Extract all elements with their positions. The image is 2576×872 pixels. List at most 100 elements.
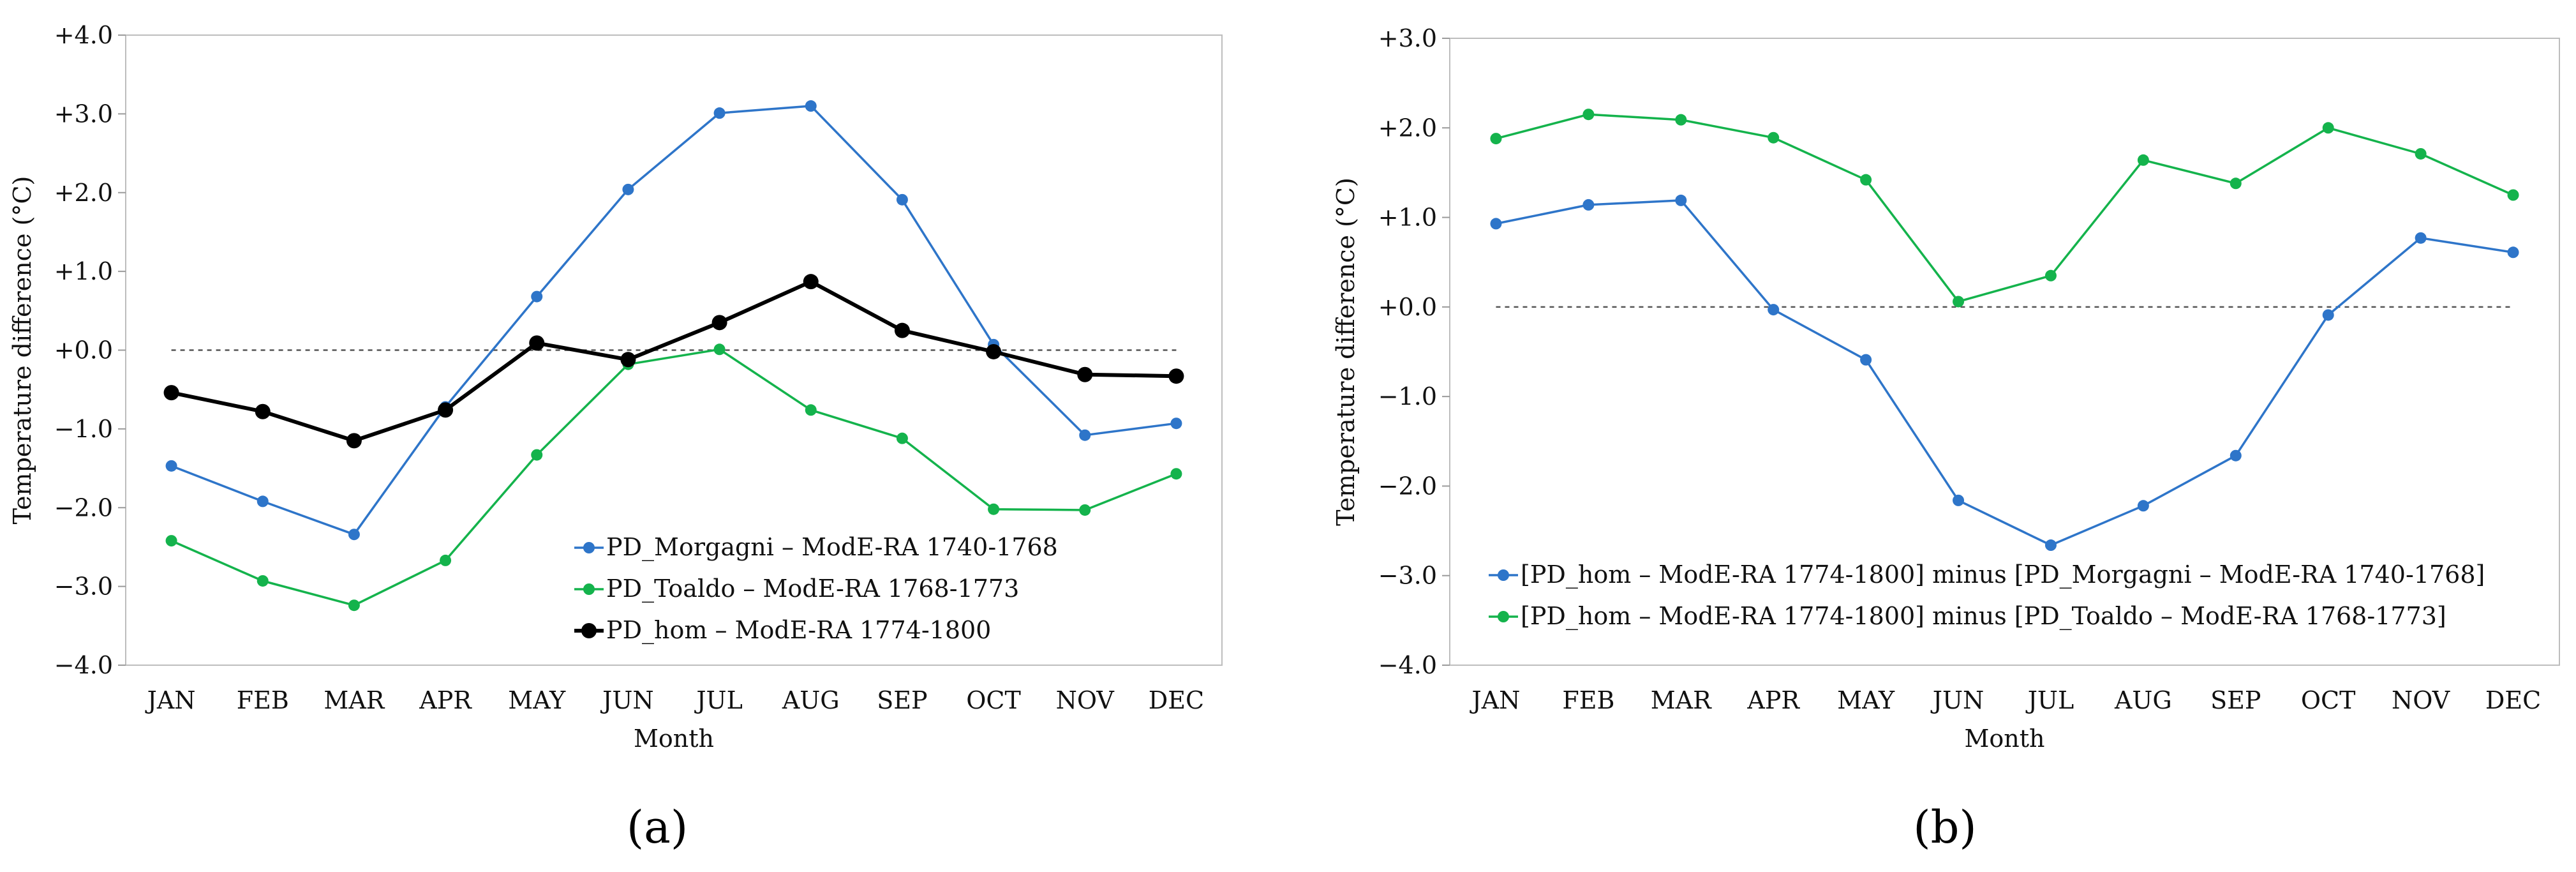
x-tick-label: JAN (1469, 686, 1520, 714)
x-tick-label: NOV (2392, 686, 2450, 714)
y-tick-label: −4.0 (1378, 651, 1437, 679)
x-tick-label: MAY (508, 686, 566, 714)
data-point (1953, 296, 1965, 308)
data-point (531, 449, 543, 461)
x-tick-label: JUL (2025, 686, 2074, 714)
data-point (896, 432, 908, 444)
x-tick-label: APR (419, 686, 472, 714)
data-point (1675, 194, 1687, 206)
chart-panel-b: +3.0 +2.0 +1.0 +0.0 −1.0 −2.0 −3.0 −4.0 JAN FEB MA… (1332, 24, 2560, 853)
data-point (1490, 133, 1502, 145)
data-point (2044, 269, 2057, 282)
y-tick-label: +0.0 (54, 336, 113, 365)
legend-entry-label: PD_Morgagni – ModE-RA 1740-1768 (606, 533, 1058, 562)
data-point (2322, 309, 2334, 321)
y-tick-label: −2.0 (1378, 472, 1437, 500)
legend-swatch-marker (1498, 611, 1509, 622)
data-point (257, 575, 269, 587)
y-tick-label: −3.0 (54, 573, 113, 601)
data-point (896, 193, 908, 206)
data-point (163, 385, 179, 401)
y-tick-label: −4.0 (54, 651, 113, 679)
x-tick-label: MAR (1651, 686, 1712, 714)
data-point (1860, 174, 1872, 186)
series-line-2 (1496, 113, 2514, 303)
x-tick-label: AUG (2114, 686, 2172, 714)
legend-entry-label: [PD_hom – ModE-RA 1774-1800] minus [PD_T… (1521, 602, 2446, 631)
data-point (1079, 504, 1091, 516)
y-tick-label: −2.0 (54, 493, 113, 522)
y-tick-label: +2.0 (1378, 114, 1437, 142)
data-point (2507, 246, 2519, 259)
data-point (257, 495, 269, 507)
x-tick-label: DEC (1149, 686, 1204, 714)
legend-swatch-marker (583, 542, 595, 553)
data-point (894, 322, 910, 338)
data-point (348, 599, 360, 612)
legend-swatch-marker (1498, 569, 1509, 581)
x-tick-label: OCT (2301, 686, 2356, 714)
x-tick-label: FEB (237, 686, 289, 714)
x-tick-label: SEP (2210, 686, 2261, 714)
data-point (1768, 304, 1780, 316)
y-tick-label: +2.0 (54, 179, 113, 207)
data-point (1077, 366, 1093, 382)
data-point (713, 107, 726, 119)
x-tick-label: NOV (1056, 686, 1115, 714)
data-point (1582, 109, 1595, 121)
x-tick-label: JAN (145, 686, 196, 714)
data-point (988, 503, 1000, 515)
data-point (346, 433, 362, 449)
x-tick-label: SEP (877, 686, 927, 714)
data-point (2507, 189, 2519, 201)
data-point (805, 404, 817, 416)
data-point (1768, 132, 1780, 144)
panel-label: (a) (627, 801, 688, 853)
series-line-2 (170, 348, 1177, 606)
data-point (2044, 539, 2057, 552)
data-point (1168, 368, 1184, 384)
series-line-3 (170, 280, 1177, 443)
y-tick-label: −3.0 (1378, 562, 1437, 590)
data-point (1170, 468, 1182, 480)
data-point (713, 343, 726, 356)
x-tick-label: OCT (966, 686, 1021, 714)
data-point (2415, 147, 2427, 160)
plot-area-frame (1449, 38, 2560, 666)
data-point (2137, 500, 2149, 512)
x-tick-label: MAR (324, 686, 385, 714)
x-axis-label: Month (634, 725, 714, 753)
data-point (165, 535, 177, 547)
data-point (1170, 417, 1182, 430)
legend-entry-label: PD_hom – ModE-RA 1774-1800 (606, 616, 991, 645)
y-tick-label: +1.0 (54, 257, 113, 285)
panel-label: (b) (1913, 801, 1976, 853)
data-point (1490, 218, 1502, 230)
data-point (2415, 232, 2427, 244)
data-point (165, 460, 177, 472)
data-point (2230, 449, 2242, 462)
x-tick-label: APR (1746, 686, 1800, 714)
data-point (1675, 114, 1687, 126)
data-point (2137, 154, 2149, 166)
series-line-1 (1496, 199, 2513, 546)
data-point (438, 402, 454, 418)
x-tick-label: AUG (782, 686, 840, 714)
x-axis-label: Month (1964, 725, 2044, 753)
data-point (620, 352, 636, 368)
data-point (1582, 199, 1595, 211)
data-point (255, 403, 271, 419)
legend-entry-label: PD_Toaldo – ModE-RA 1768-1773 (606, 575, 1019, 603)
x-tick-label: JUN (1930, 686, 1984, 714)
x-tick-label: FEB (1562, 686, 1614, 714)
y-axis-label: Temperature difference (°C) (1332, 177, 1360, 526)
data-point (348, 529, 360, 541)
y-tick-label: +3.0 (54, 100, 113, 128)
y-tick-label: +3.0 (1378, 24, 1437, 52)
data-point (440, 554, 452, 566)
legend-entry-label: [PD_hom – ModE-RA 1774-1800] minus [PD_M… (1521, 560, 2485, 589)
y-tick-label: +0.0 (1378, 293, 1437, 321)
data-point (711, 315, 727, 331)
data-point (1079, 429, 1091, 441)
